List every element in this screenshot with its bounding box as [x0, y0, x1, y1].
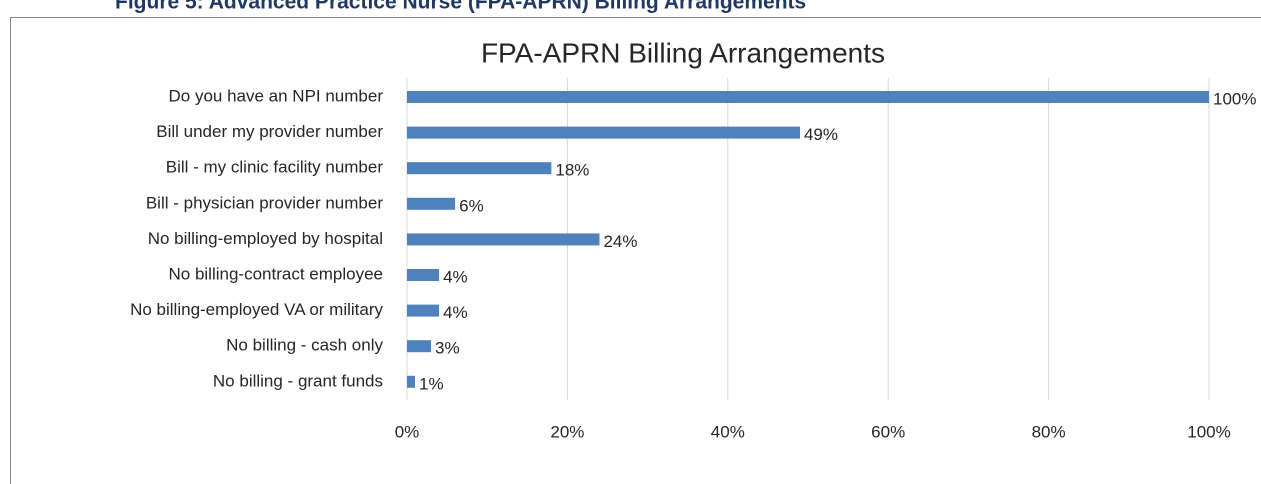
y-tick-label: Do you have an NPI number	[168, 86, 383, 105]
y-tick-label: No billing-employed by hospital	[148, 229, 383, 248]
x-tick-label: 20%	[550, 422, 584, 441]
bar	[407, 340, 432, 353]
x-tick-label: 80%	[1032, 422, 1066, 441]
y-tick-label: No billing-employed VA or military	[130, 300, 383, 319]
data-label: 1%	[419, 374, 444, 393]
bar	[407, 91, 1209, 103]
data-label: 24%	[603, 232, 637, 251]
data-label: 4%	[443, 303, 468, 322]
bar	[407, 233, 600, 246]
data-label: 100%	[1213, 89, 1256, 108]
y-tick-label: No billing - grant funds	[213, 371, 383, 390]
y-tick-label: Bill - my clinic facility number	[166, 158, 384, 177]
chart-border	[10, 17, 1261, 484]
x-tick-label: 60%	[871, 422, 905, 441]
bar	[407, 269, 440, 281]
x-tick-label: 0%	[395, 422, 420, 441]
figure-caption: Figure 5: Advanced Practice Nurse (FPA-A…	[115, 0, 806, 14]
y-tick-label: Bill - physician provider number	[146, 193, 383, 212]
bar	[407, 375, 416, 388]
data-label: 4%	[443, 267, 468, 286]
data-label: 49%	[804, 125, 838, 144]
bar	[407, 126, 800, 139]
y-tick-label: No billing-contract employee	[169, 264, 384, 283]
data-label: 6%	[459, 196, 484, 215]
chart-title: FPA-APRN Billing Arrangements	[481, 37, 885, 68]
y-tick-label: Bill under my provider number	[156, 122, 383, 141]
bar	[407, 162, 552, 175]
y-tick-label: No billing - cash only	[226, 336, 383, 355]
data-label: 18%	[555, 161, 589, 180]
data-label: 3%	[435, 339, 460, 358]
bar	[407, 304, 440, 317]
x-tick-label: 100%	[1187, 422, 1230, 441]
bar	[407, 197, 456, 210]
x-tick-label: 40%	[711, 422, 745, 441]
